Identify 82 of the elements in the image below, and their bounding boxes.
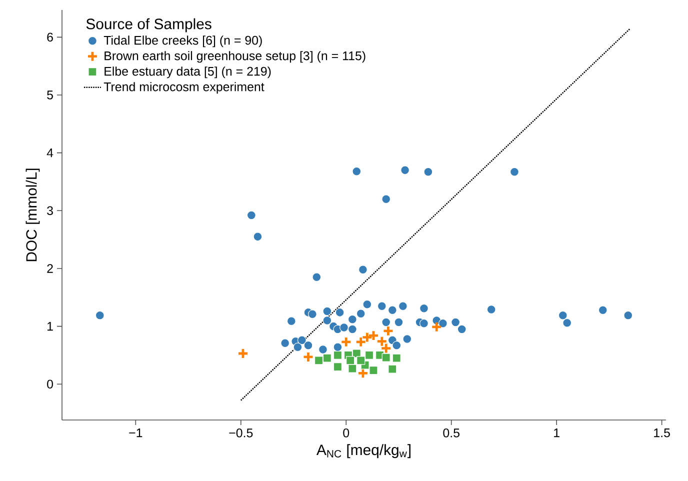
point (304, 340, 313, 350)
point (392, 354, 401, 362)
point (392, 340, 402, 350)
point (398, 302, 408, 311)
point (598, 306, 608, 315)
point (377, 302, 386, 311)
point (312, 272, 322, 282)
point (322, 316, 332, 326)
point (451, 318, 460, 327)
point (280, 338, 290, 348)
point (402, 334, 412, 344)
point (369, 366, 378, 375)
legend-title: Source of Samples (86, 18, 212, 32)
point (335, 308, 344, 317)
point (333, 350, 342, 360)
point (486, 305, 496, 314)
point (361, 332, 373, 343)
point (364, 350, 374, 360)
point (388, 306, 397, 315)
point (322, 306, 332, 316)
point (237, 348, 249, 360)
point (355, 336, 367, 348)
point (352, 166, 362, 176)
point (382, 318, 391, 327)
point (297, 336, 306, 345)
point (333, 342, 342, 352)
point (308, 310, 317, 319)
point (510, 167, 519, 176)
point (358, 265, 368, 274)
point (457, 324, 466, 334)
point (430, 321, 442, 333)
point (424, 167, 433, 176)
point (400, 166, 410, 175)
point (388, 364, 397, 374)
y-tick-label: 0 (47, 380, 53, 389)
y-tick-label: 6 (47, 32, 53, 42)
point (246, 210, 256, 220)
y-tick-label: 4 (46, 148, 54, 158)
x-tick-label: −0.5 (229, 428, 253, 438)
point (348, 364, 357, 373)
point (558, 310, 568, 320)
point (340, 322, 348, 332)
x-tick-label: 0 (343, 428, 350, 438)
x-tick-label: 1.5 (654, 428, 670, 438)
point (302, 351, 314, 363)
legend-label: Elbe estuary data [5] (n = 219) (104, 66, 271, 78)
y-axis-title: DOC [mmol/L] (26, 168, 40, 262)
point (95, 310, 104, 320)
point (420, 318, 428, 328)
point (340, 336, 352, 348)
x-tick-label: 1 (554, 428, 560, 438)
point (562, 318, 572, 328)
point (420, 304, 428, 313)
point (362, 300, 372, 309)
y-tick-label: 2 (47, 264, 53, 273)
legend-label: Tidal Elbe creeks [6] (n = 90) (104, 36, 262, 48)
point (382, 194, 391, 204)
point (346, 356, 355, 365)
y-tick-label: 3 (47, 206, 53, 216)
point (394, 318, 404, 327)
y-tick-label: 1 (48, 322, 53, 331)
legend-label: Brown earth soil greenhouse setup [3] (n = 115) (104, 51, 366, 63)
point (624, 310, 633, 320)
point (322, 354, 332, 362)
y-tick-label: 5 (47, 90, 53, 100)
x-tick-label: 0.5 (443, 428, 460, 438)
point (333, 362, 342, 372)
point (318, 344, 328, 354)
point (348, 324, 357, 334)
point (348, 314, 357, 324)
point (356, 309, 366, 318)
x-tick-label: −1 (129, 428, 142, 438)
x-axis-title: A$_{NC}$ [meq/kg$_{w}$] (316, 444, 410, 458)
point (253, 232, 262, 242)
point (314, 356, 324, 365)
legend-label: Trend microcosm experiment (104, 82, 264, 94)
point (382, 325, 394, 337)
point (286, 316, 296, 326)
point (382, 353, 390, 362)
point (293, 342, 302, 352)
point (356, 356, 366, 365)
point (438, 318, 448, 328)
